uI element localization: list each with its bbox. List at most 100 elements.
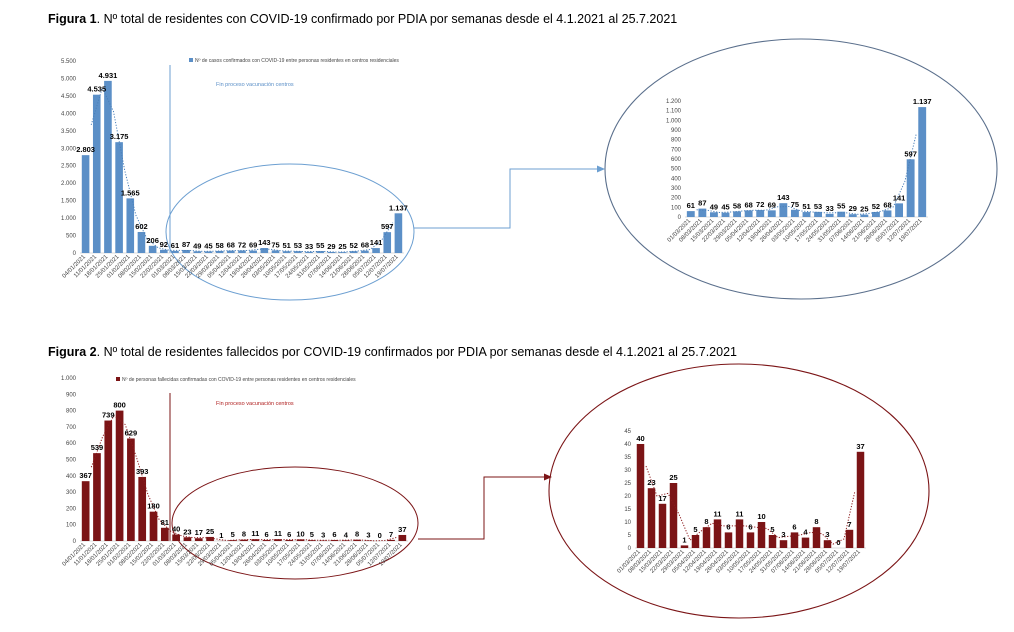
fig2-zoom-bar — [669, 483, 678, 548]
fig1-main-data-label: 51 — [283, 241, 291, 250]
fig2-main-data-label: 367 — [79, 471, 92, 480]
fig2-main-bar — [149, 511, 158, 541]
fig1-main-data-label: 206 — [146, 236, 159, 245]
fig2-zoom-data-label: 8 — [704, 517, 708, 526]
fig2-main-data-label: 0 — [378, 531, 382, 540]
fig2-main-bar — [81, 481, 90, 541]
fig1-zoom-data-label: 69 — [768, 200, 776, 209]
figure-1-zoom-ellipse — [604, 38, 998, 300]
fig2-zoom-data-label: 10 — [757, 512, 765, 521]
fig1-zoom-trend-line — [696, 133, 917, 215]
figure-2-zoom-ellipse — [548, 363, 930, 619]
fig1-main-data-label: 75 — [271, 240, 279, 249]
fig2-main-bar — [206, 536, 214, 541]
figure-1-decorations: Fin proceso vacunación centros Nº de cas… — [165, 38, 998, 301]
fig2-zoom-chart: 0510152025303540454023172515811611610536… — [616, 429, 866, 575]
fig1-zoom-ytick-label: 1.200 — [666, 99, 682, 105]
fig2-main-bar — [104, 420, 113, 541]
fig1-main-ytick-label: 1.500 — [61, 199, 77, 205]
fig2-main-trend-line — [90, 414, 397, 542]
fig2-main-data-label: 37 — [398, 525, 406, 534]
fig2-zoom-bar — [823, 540, 832, 548]
fig1-zoom-data-label: 1.137 — [913, 97, 932, 106]
fig1-zoom-ytick-label: 200 — [671, 196, 682, 202]
fig1-main-data-label: 2.803 — [76, 145, 95, 154]
figure-1-connector-line — [414, 168, 598, 229]
fig2-zoom-data-label: 6 — [748, 522, 752, 531]
fig2-main-data-label: 8 — [355, 530, 359, 539]
fig1-main-data-label: 141 — [370, 238, 383, 247]
fig1-zoom-data-label: 75 — [791, 200, 799, 209]
fig1-main-bar — [238, 250, 246, 253]
fig2-main-bar — [341, 540, 350, 541]
fig2-main-ytick-label: 100 — [66, 523, 77, 529]
fig1-main-data-label: 602 — [135, 222, 148, 231]
figure-2-highlight-ellipse — [171, 466, 419, 580]
fig1-zoom-data-label: 55 — [837, 202, 845, 211]
fig2-main-data-label: 11 — [251, 529, 259, 538]
fig1-main-bar — [193, 251, 202, 253]
fig1-zoom-bar — [721, 212, 730, 217]
fig1-zoom-data-label: 68 — [744, 200, 752, 209]
fig2-main-data-label: 5 — [310, 530, 314, 539]
fig1-zoom-data-label: 58 — [733, 201, 741, 210]
fig2-main-data-label: 8 — [242, 530, 246, 539]
fig2-zoom-data-label: 4 — [803, 528, 808, 537]
figure-1-highlight-ellipse — [165, 163, 415, 301]
fig1-zoom-data-label: 87 — [698, 199, 706, 208]
fig2-zoom-bar — [647, 488, 656, 548]
fig2-main-data-label: 6 — [332, 530, 336, 539]
fig2-main-data-label: 3 — [366, 531, 370, 540]
fig1-main-bar — [249, 250, 257, 253]
fig2-zoom-bar — [680, 545, 689, 548]
fig2-zoom-bar — [702, 527, 711, 548]
fig2-main-bar — [398, 534, 407, 541]
fig2-main-data-label: 1 — [219, 531, 223, 540]
fig2-zoom-bar — [757, 522, 766, 548]
fig1-main-bar — [215, 250, 224, 253]
fig2-zoom-data-label: 0 — [836, 538, 840, 547]
fig1-main-data-label: 61 — [171, 241, 179, 250]
fig2-main-data-label: 25 — [206, 527, 214, 536]
fig2-zoom-bar — [779, 540, 788, 548]
fig2-zoom-ytick-label: 5 — [628, 533, 632, 539]
fig1-main-ytick-label: 2.500 — [61, 164, 77, 170]
fig1-main-bar — [115, 142, 123, 253]
fig1-zoom-bar — [871, 211, 880, 217]
fig2-main-data-label: 17 — [195, 528, 203, 537]
fig1-zoom-bar — [918, 107, 927, 217]
fig1-main-data-label: 87 — [182, 240, 190, 249]
fig2-main-data-label: 5 — [231, 530, 235, 539]
fig1-main-bar — [126, 198, 135, 253]
fig1-zoom-bar — [686, 211, 695, 217]
fig2-zoom-data-label: 6 — [792, 522, 796, 531]
fig2-main-bar — [194, 538, 203, 541]
fig2-main-data-label: 6 — [287, 530, 291, 539]
chart-layer: 05001.0001.5002.0002.5003.0003.5004.0004… — [61, 59, 932, 575]
fig1-zoom-bar — [744, 210, 753, 217]
fig1-zoom-bar — [733, 211, 742, 217]
fig1-zoom-bar — [698, 208, 707, 217]
fig1-zoom-data-label: 45 — [721, 203, 729, 212]
fig1-main-ytick-label: 4.500 — [61, 94, 77, 100]
fig1-zoom-ytick-label: 600 — [671, 157, 682, 163]
fig2-main-ytick-label: 400 — [66, 474, 77, 480]
fig2-main-ytick-label: 600 — [66, 441, 77, 447]
fig2-main-ytick-label: 900 — [66, 392, 77, 398]
fig2-zoom-bar — [658, 503, 667, 548]
fig1-main-bar — [171, 250, 179, 253]
fig2-zoom-bar — [801, 537, 810, 548]
fig1-main-data-label: 49 — [193, 241, 201, 250]
fig1-main-data-label: 4.931 — [99, 71, 118, 80]
fig2-main-ytick-label: 200 — [66, 506, 77, 512]
fig1-main-bar — [305, 251, 313, 253]
fig1-main-data-label: 52 — [350, 241, 358, 250]
fig2-zoom-ytick-label: 45 — [624, 429, 631, 435]
fig1-main-bar — [383, 232, 392, 253]
fig1-main-ytick-label: 500 — [66, 234, 77, 240]
fig2-zoom-bar — [856, 451, 865, 548]
fig1-zoom-data-label: 72 — [756, 200, 764, 209]
fig2-zoom-data-label: 11 — [714, 509, 722, 518]
fig2-main-bar — [160, 527, 169, 541]
